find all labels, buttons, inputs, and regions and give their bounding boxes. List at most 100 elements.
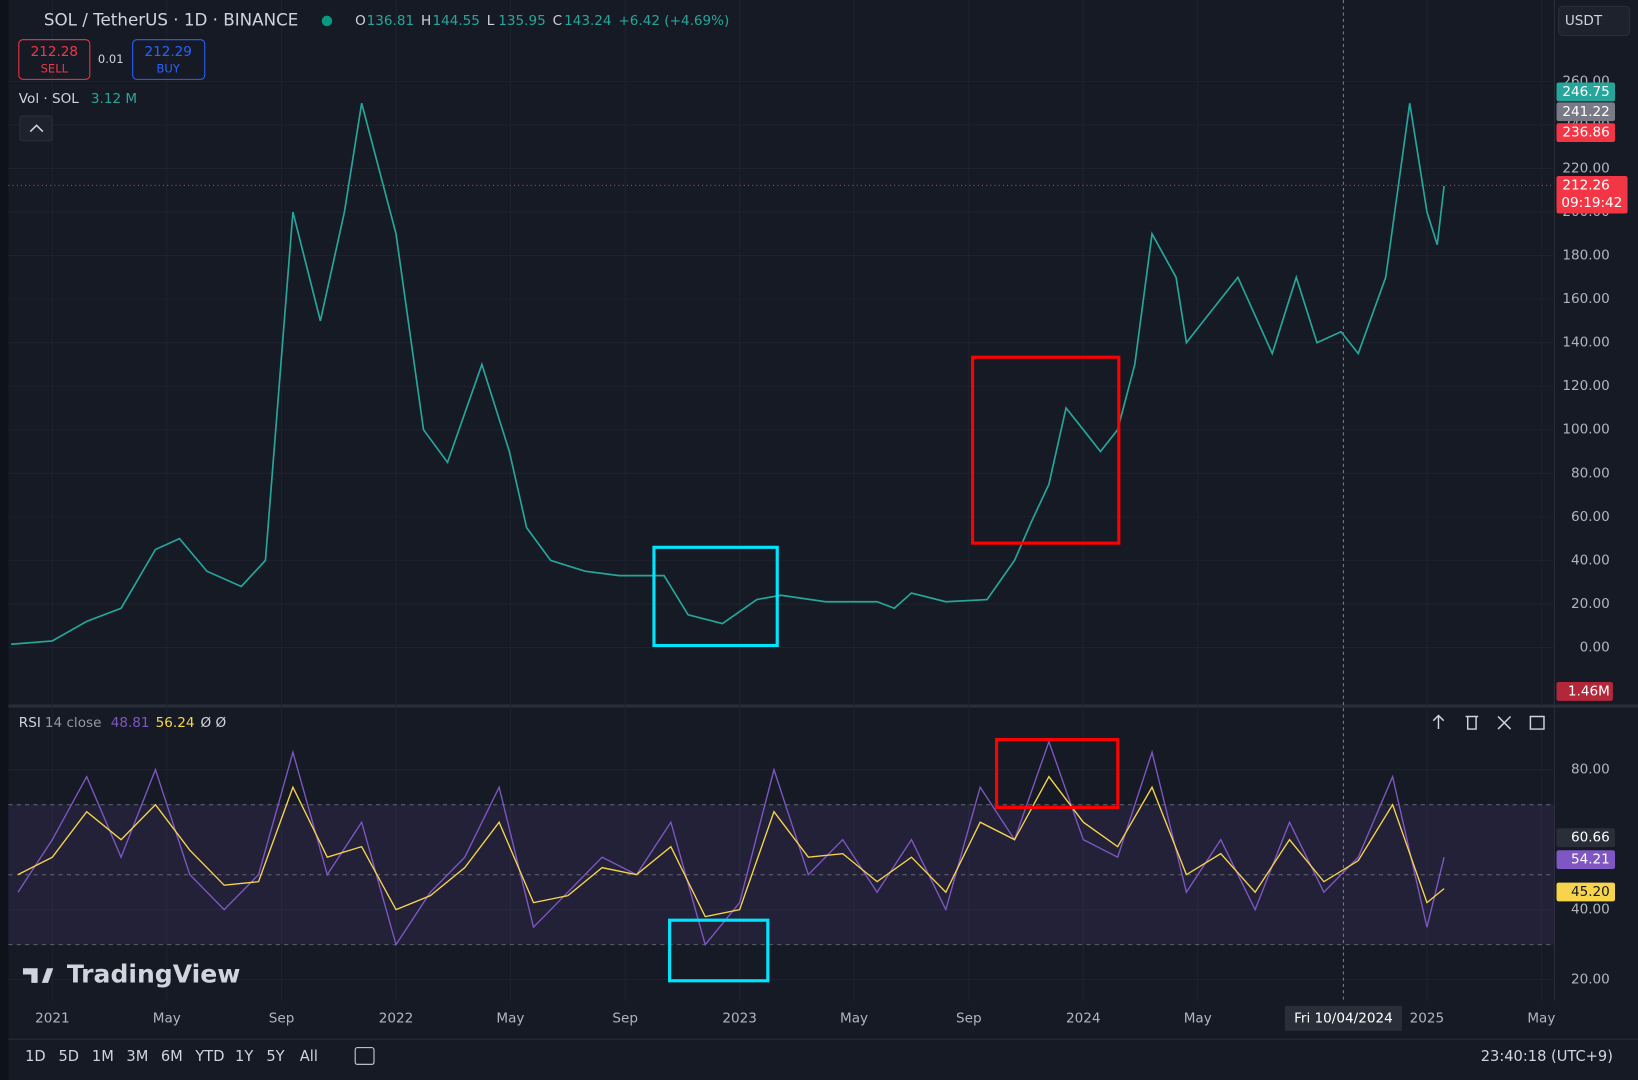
rsi-label: RSI — [19, 715, 41, 731]
clock: 23:40:18 (UTC+9) — [1481, 1048, 1613, 1065]
left-edge — [0, 0, 9, 1080]
currency[interactable]: USDT — [1565, 13, 1603, 29]
price-badge — [1556, 828, 1616, 848]
ohlc-key: C — [553, 13, 562, 29]
x-tick-label: Sep — [269, 1010, 295, 1026]
y-tick-label: 160.00 — [1562, 291, 1609, 307]
calendar-button[interactable] — [354, 1047, 375, 1065]
range-button[interactable]: All — [300, 1048, 318, 1065]
rsi-extra: Ø Ø — [201, 715, 227, 731]
y-tick-label: 140.00 — [1562, 335, 1609, 351]
currency-box[interactable] — [1558, 5, 1631, 37]
buy-label[interactable]: BUY — [157, 61, 181, 75]
price-badge-label: 236.86 — [1562, 125, 1609, 141]
sell-price[interactable]: 212.28 — [31, 44, 78, 60]
range-button[interactable]: YTD — [194, 1048, 224, 1065]
annotation-box — [995, 737, 1120, 809]
ohlc-value: 143.24 — [564, 13, 611, 29]
x-tick-label: 2025 — [1410, 1010, 1445, 1026]
collapse-icon — [29, 124, 44, 133]
y-tick-label: 40.00 — [1571, 552, 1610, 568]
range-button[interactable]: 6M — [161, 1048, 183, 1065]
x-tick-label: 2024 — [1066, 1010, 1101, 1026]
y-tick-label: 20.00 — [1571, 596, 1610, 612]
price-badge — [1556, 850, 1616, 870]
x-tick-label: Sep — [612, 1010, 638, 1026]
ohlc-value: 136.81 — [367, 13, 414, 29]
y-tick-label: 220.00 — [1562, 160, 1609, 176]
price-badge — [1556, 82, 1616, 102]
y-tick-label: 100.00 — [1562, 422, 1609, 438]
rsi-ma-value: 56.24 — [156, 715, 195, 731]
range-button[interactable]: 3M — [126, 1048, 148, 1065]
annotation-box — [652, 545, 779, 648]
price-badge-label: 246.75 — [1562, 84, 1609, 100]
x-tick-label: 2022 — [379, 1010, 414, 1026]
crosshair-date-box — [1284, 1005, 1402, 1031]
series-line — [11, 102, 1445, 646]
pane-button[interactable] — [1432, 714, 1445, 730]
ohlc-value: 144.55 — [432, 13, 479, 29]
volume-value: 3.12 M — [91, 91, 137, 107]
rsi-value: 48.81 — [111, 715, 150, 731]
price-badge — [1556, 102, 1616, 122]
countdown: 09:19:42 — [1561, 195, 1622, 211]
spread: 0.01 — [98, 52, 124, 66]
pane-button[interactable] — [1465, 715, 1479, 730]
x-tick-label: May — [153, 1010, 181, 1026]
symbol: SOL / TetherUS · 1D · BINANCE — [44, 9, 298, 29]
sell-label[interactable]: SELL — [41, 61, 69, 75]
range-button[interactable]: 1M — [92, 1048, 114, 1065]
watermark: TradingView — [67, 960, 241, 989]
last-price-badge — [1556, 175, 1628, 214]
series-line — [17, 775, 1445, 918]
price-badge — [1556, 882, 1616, 902]
x-tick-label: May — [1527, 1010, 1555, 1026]
annotations — [652, 355, 1121, 983]
status-dot — [321, 15, 333, 27]
annotation-box — [668, 918, 770, 983]
watermark-logo — [22, 968, 54, 983]
y-tick-label: 80.00 — [1571, 465, 1610, 481]
x-tick-label: 2021 — [35, 1010, 70, 1026]
y-tick-label: 0.00 — [1580, 639, 1610, 655]
annotation-box — [970, 355, 1121, 545]
crosshair-date: Fri 10/04/2024 — [1294, 1010, 1393, 1026]
x-tick-label: May — [840, 1010, 868, 1026]
ohlc-key: L — [487, 13, 495, 29]
x-tick-label: May — [1184, 1010, 1212, 1026]
price-badge — [1556, 682, 1613, 701]
pane-button[interactable] — [1497, 716, 1512, 730]
price-badge-label: 241.22 — [1562, 104, 1609, 120]
rsi-params: 14 close — [45, 715, 102, 731]
x-tick-label: 2023 — [722, 1010, 757, 1026]
range-button[interactable]: 1Y — [235, 1048, 253, 1065]
pane-button[interactable] — [1529, 715, 1545, 730]
ohlc-key: O — [355, 13, 366, 29]
price-badge-label: 45.20 — [1571, 884, 1610, 900]
price-badge-label: 60.66 — [1571, 830, 1610, 846]
buy-button[interactable] — [132, 39, 206, 80]
range-button[interactable]: 1D — [25, 1048, 46, 1065]
volume-label: Vol · SOL — [19, 91, 80, 107]
y-tick-label: 40.00 — [1571, 902, 1610, 918]
range-button[interactable]: 5D — [59, 1048, 80, 1065]
y-tick-label: 80.00 — [1571, 762, 1610, 778]
sell-button[interactable] — [18, 39, 91, 80]
ohlc-key: H — [421, 13, 431, 29]
series-line — [17, 739, 1445, 947]
y-tick-label: 180.00 — [1562, 248, 1609, 264]
ohlc-value: 135.95 — [498, 13, 545, 29]
price-badge-label: 54.21 — [1571, 852, 1610, 868]
price-badge-label: 1.46M — [1568, 683, 1610, 699]
range-button[interactable]: 5Y — [266, 1048, 284, 1065]
y-tick-label: 120.00 — [1562, 378, 1609, 394]
y-tick-label: 20.00 — [1571, 972, 1610, 988]
buy-price[interactable]: 212.29 — [144, 44, 191, 60]
price-badge — [1556, 123, 1616, 143]
y-tick-label: 60.00 — [1571, 509, 1610, 525]
collapse-button[interactable] — [19, 115, 53, 142]
